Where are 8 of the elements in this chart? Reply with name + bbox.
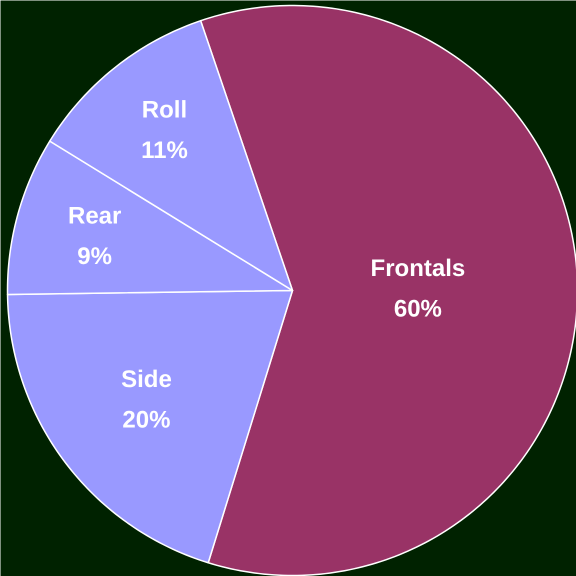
slice-label: Roll — [142, 96, 188, 124]
slice-label: Rear — [68, 202, 122, 230]
data-label: 60% — [394, 296, 442, 322]
slice-label: Side — [121, 366, 172, 394]
data-label: 11% — [141, 136, 188, 164]
data-label: 9% — [77, 242, 112, 270]
data-label: 20% — [122, 406, 170, 434]
slice-label: Frontals — [370, 255, 466, 282]
